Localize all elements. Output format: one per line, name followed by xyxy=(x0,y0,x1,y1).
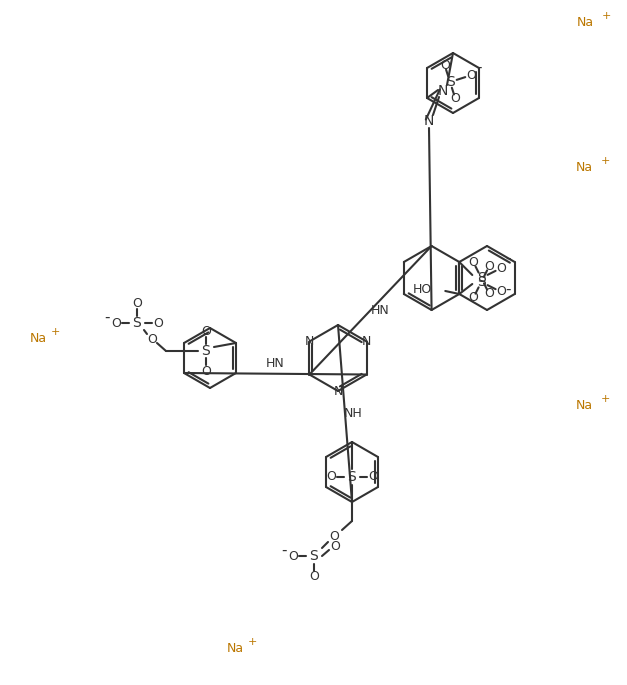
Text: +: + xyxy=(600,156,609,166)
Text: S: S xyxy=(477,271,486,285)
Text: N: N xyxy=(362,335,371,348)
Text: O: O xyxy=(201,325,211,338)
Text: O: O xyxy=(469,256,478,269)
Text: +: + xyxy=(247,637,256,647)
Text: -: - xyxy=(476,60,482,75)
Text: -: - xyxy=(505,251,511,266)
Text: -: - xyxy=(104,310,110,325)
Text: N: N xyxy=(305,335,314,348)
Text: +: + xyxy=(601,11,611,21)
Text: O: O xyxy=(484,260,494,273)
Text: O: O xyxy=(329,530,339,543)
Text: O: O xyxy=(132,297,142,310)
Text: S: S xyxy=(310,549,319,563)
Text: O: O xyxy=(288,549,298,562)
Text: N: N xyxy=(334,384,343,397)
Text: O: O xyxy=(466,68,476,82)
Text: O: O xyxy=(484,287,494,300)
Text: S: S xyxy=(477,275,486,289)
Text: -: - xyxy=(505,282,511,297)
Text: +: + xyxy=(50,327,60,337)
Text: Na: Na xyxy=(576,160,593,173)
Text: NH: NH xyxy=(344,407,362,420)
Text: O: O xyxy=(147,332,157,345)
Text: Na: Na xyxy=(29,332,46,345)
Text: Na: Na xyxy=(226,641,243,654)
Text: HN: HN xyxy=(266,358,285,371)
Text: O: O xyxy=(368,471,378,484)
Text: O: O xyxy=(201,364,211,377)
Text: N: N xyxy=(438,84,448,98)
Text: S: S xyxy=(132,316,141,330)
Text: O: O xyxy=(440,60,450,73)
Text: O: O xyxy=(330,540,340,553)
Text: HO: HO xyxy=(413,282,432,295)
Text: S: S xyxy=(347,470,356,484)
Text: O: O xyxy=(153,316,163,329)
Text: S: S xyxy=(446,75,455,89)
Text: Na: Na xyxy=(576,16,594,29)
Text: N: N xyxy=(424,114,434,128)
Text: S: S xyxy=(202,344,210,358)
Text: HN: HN xyxy=(371,303,390,316)
Text: O: O xyxy=(450,92,460,105)
Text: Na: Na xyxy=(576,399,593,412)
Text: O: O xyxy=(326,471,336,484)
Text: +: + xyxy=(600,394,609,404)
Text: O: O xyxy=(469,290,478,303)
Text: -: - xyxy=(282,543,287,558)
Text: O: O xyxy=(496,286,506,299)
Text: O: O xyxy=(496,262,506,275)
Text: O: O xyxy=(309,571,319,584)
Text: O: O xyxy=(111,316,121,329)
